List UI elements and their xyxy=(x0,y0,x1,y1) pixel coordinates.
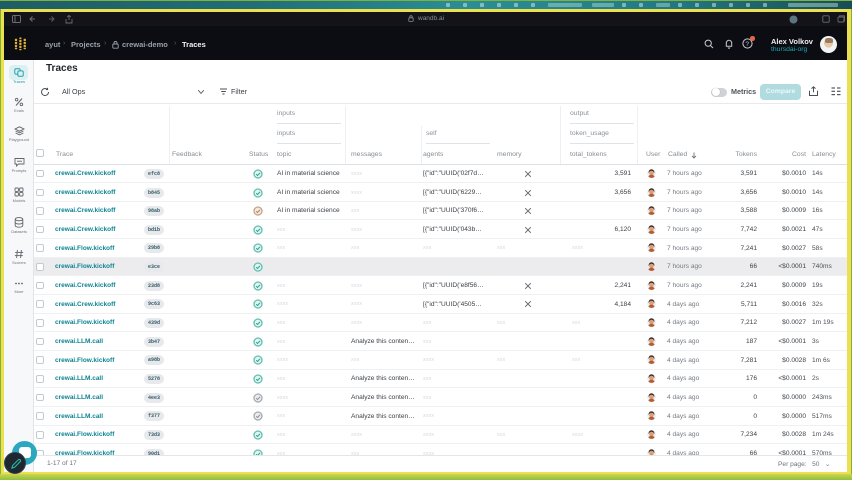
svg-text:?: ? xyxy=(745,41,749,48)
